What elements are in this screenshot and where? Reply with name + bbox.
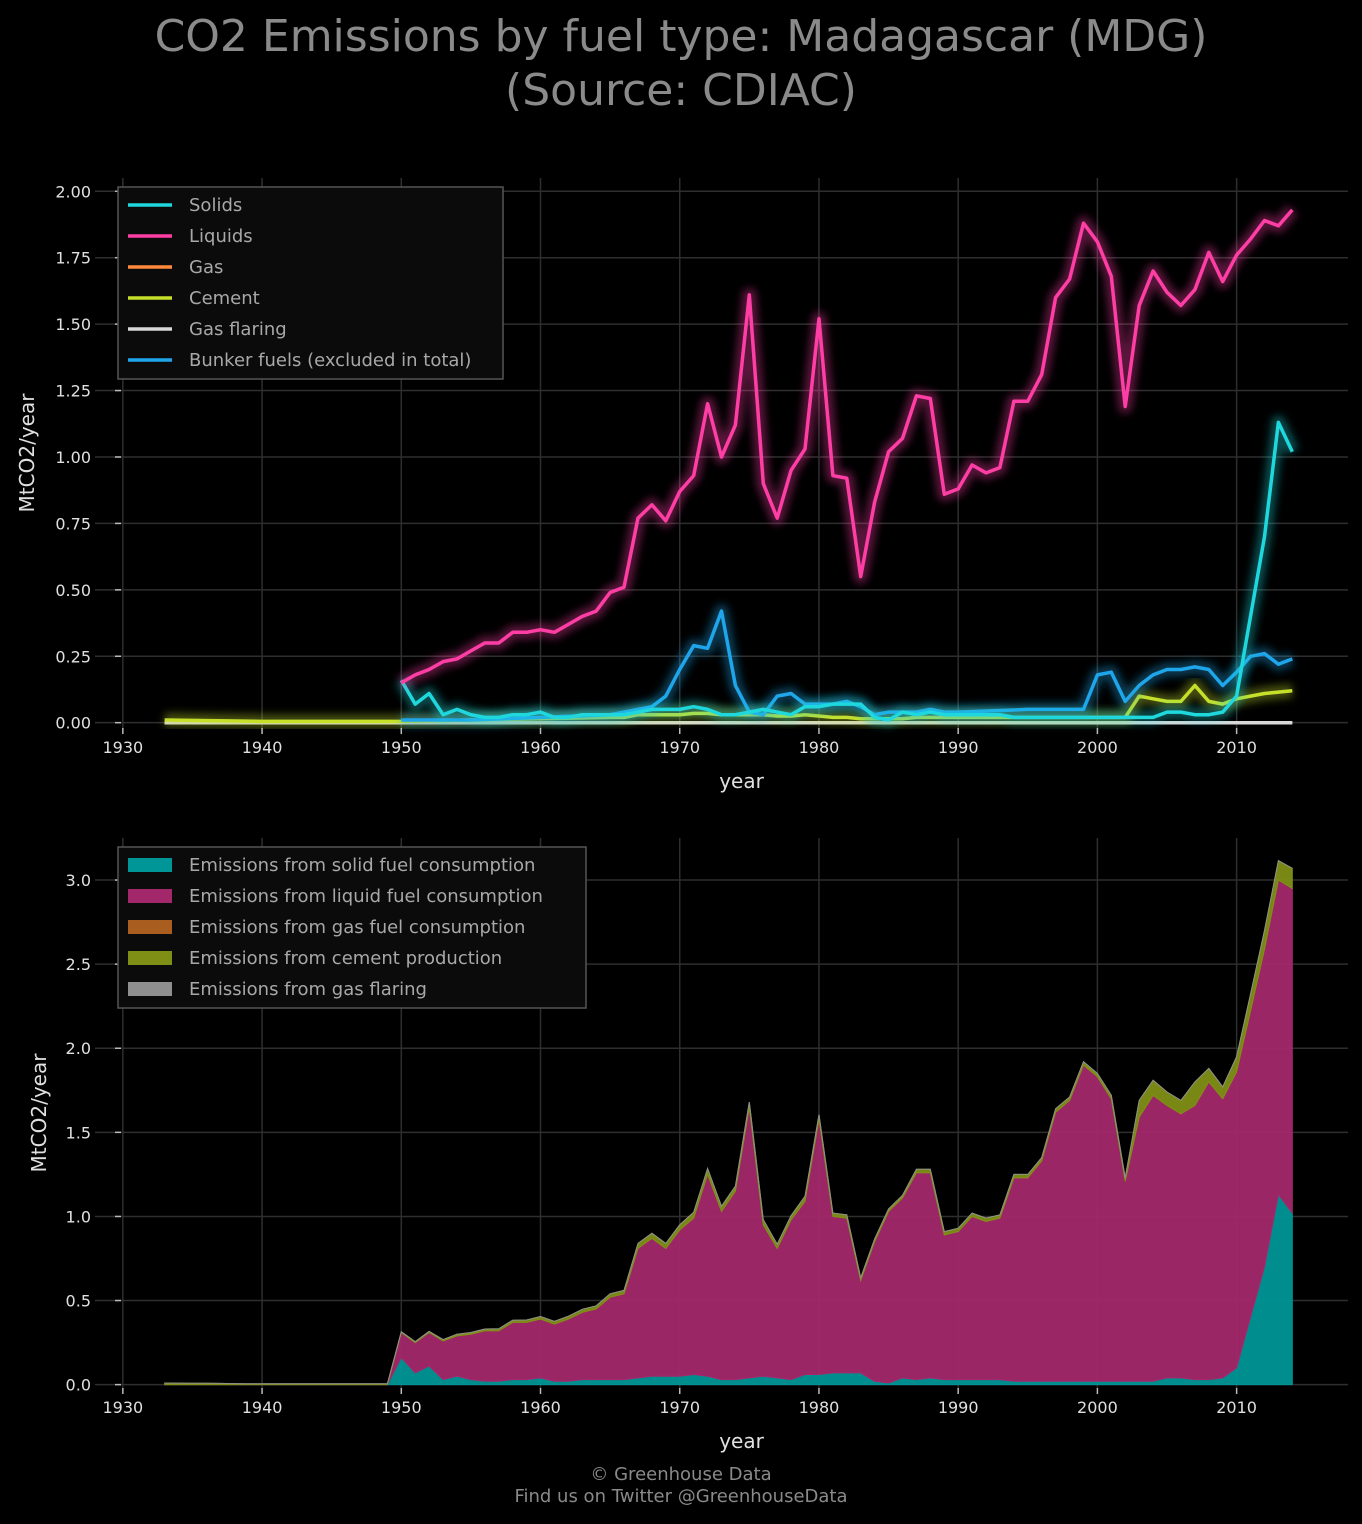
footer: © Greenhouse Data Find us on Twitter @Gr… (0, 1464, 1362, 1508)
y-tick-label: 1.00 (55, 448, 91, 467)
y-axis-label: MtCO2/year (15, 393, 39, 513)
x-tick-label: 2000 (1077, 1398, 1118, 1417)
x-tick-label: 1930 (102, 738, 143, 757)
y-tick-label: 1.0 (66, 1207, 91, 1226)
legend-label-3: Emissions from gas fuel consumption (189, 917, 525, 938)
x-axis-label: year (719, 1429, 764, 1453)
x-tick-label: 2010 (1216, 1398, 1257, 1417)
x-tick-label: 1960 (520, 1398, 561, 1417)
x-tick-label: 1990 (938, 1398, 979, 1417)
legend-label-4: Cement (189, 288, 260, 309)
stacked-area-chart: 1930 1940 1950 1960 1970 1980 1990 2000 2010 0.0 0… (27, 838, 1348, 1453)
y-tick-label: 2.00 (55, 182, 91, 201)
area-emissions-from-gas-flaring (164, 859, 1293, 1385)
series-liquids (397, 205, 1298, 689)
legend-box (117, 846, 587, 1009)
x-tick-label: 1960 (520, 738, 561, 757)
y-tick-label: 1.50 (55, 315, 91, 334)
legend-swatch-4 (128, 951, 172, 965)
x-tick-label: 1970 (659, 1398, 700, 1417)
legend-label-2: Liquids (189, 226, 253, 247)
x-tick-label: 1980 (799, 1398, 840, 1417)
chart0-axes: 1930 1940 1950 1960 1970 1980 1990 2000 2010 0.00… (15, 178, 1348, 793)
y-tick-label: 1.25 (55, 382, 91, 401)
line-chart: 1930 1940 1950 1960 1970 1980 1990 2000 2010 0.00… (15, 178, 1348, 793)
legend-label-6: Bunker fuels (excluded in total) (189, 350, 471, 371)
x-tick-label: 1940 (242, 738, 283, 757)
x-tick-label: 1990 (938, 738, 979, 757)
x-tick-label: 1980 (799, 738, 840, 757)
series-line (399, 420, 1294, 722)
x-tick-label: 1940 (242, 1398, 283, 1417)
legend-label-4: Emissions from cement production (189, 948, 502, 969)
series-solids (395, 415, 1299, 727)
x-tick-label: 2000 (1077, 738, 1118, 757)
y-tick-label: 1.5 (66, 1123, 91, 1142)
x-tick-label: 1970 (659, 738, 700, 757)
x-tick-label: 1950 (381, 1398, 422, 1417)
series-line (400, 208, 1294, 685)
legend-label-3: Gas (189, 257, 223, 278)
legend-swatch-1 (128, 858, 172, 872)
y-tick-label: 0.50 (55, 581, 91, 600)
y-tick-label: 2.0 (66, 1039, 91, 1058)
y-tick-label: 0.5 (66, 1292, 91, 1311)
chart1-legend: Emissions from solid fuel consumption Emi… (117, 846, 587, 1009)
x-axis-label: year (719, 769, 764, 793)
y-tick-label: 0.00 (55, 714, 91, 733)
chart-title-line2: (Source: CDIAC) (505, 65, 857, 116)
y-tick-label: 0.0 (66, 1376, 91, 1395)
y-tick-label: 3.0 (66, 871, 91, 890)
y-tick-label: 0.25 (55, 647, 91, 666)
legend-swatch-5 (128, 982, 172, 996)
legend-label-1: Emissions from solid fuel consumption (189, 855, 535, 876)
chart0-legend: Solids Liquids Gas Cement Gas flaring Bunker … (117, 186, 504, 380)
y-tick-label: 2.5 (66, 955, 91, 974)
legend-label-5: Gas flaring (189, 319, 287, 340)
x-tick-label: 1950 (381, 738, 422, 757)
legend-label-5: Emissions from gas flaring (189, 979, 427, 1000)
footer-twitter: Find us on Twitter @GreenhouseData (514, 1486, 848, 1507)
y-axis-label: MtCO2/year (27, 1053, 51, 1173)
legend-swatch-3 (128, 920, 172, 934)
chart-title-line1: CO2 Emissions by fuel type: Madagascar (… (154, 11, 1208, 62)
legend-box (117, 186, 504, 380)
legend-swatch-2 (128, 889, 172, 903)
y-tick-label: 0.75 (55, 514, 91, 533)
legend-label-2: Emissions from liquid fuel consumption (189, 886, 543, 907)
footer-copyright: © Greenhouse Data (590, 1464, 772, 1485)
x-tick-label: 1930 (102, 1398, 143, 1417)
y-tick-label: 1.75 (55, 249, 91, 268)
x-tick-label: 2010 (1216, 738, 1257, 757)
legend-label-1: Solids (189, 195, 242, 216)
chart-title: CO2 Emissions by fuel type: Madagascar (… (0, 10, 1362, 118)
